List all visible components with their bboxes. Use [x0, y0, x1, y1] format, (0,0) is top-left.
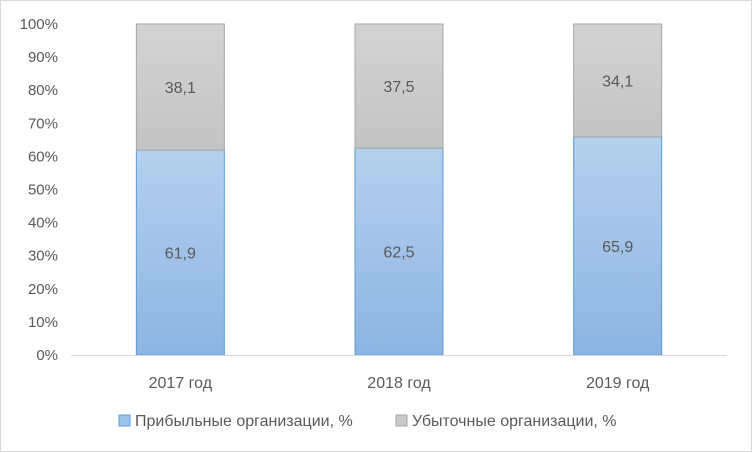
legend-swatch [395, 414, 408, 427]
x-category-label: 2019 год [586, 375, 650, 392]
y-tick-label: 20% [28, 281, 58, 298]
bar-segment-profitable [135, 149, 225, 356]
data-label: 65,9 [602, 239, 633, 256]
legend-swatch [118, 414, 131, 427]
y-tick-label: 50% [28, 182, 58, 199]
x-category-label: 2018 год [367, 375, 431, 392]
y-tick-label: 80% [28, 82, 58, 99]
legend-label: Прибыльные организации, % [135, 413, 353, 430]
bar-segment-unprofitable [354, 23, 444, 149]
y-axis: 0% 10% 20% 30% 40% 50% 60% 70% 80% 90% 100% [20, 16, 58, 364]
y-tick-label: 0% [36, 347, 58, 364]
bar-segment-profitable [573, 136, 663, 356]
data-label: 37,5 [383, 79, 414, 96]
x-category-label: 2017 год [149, 375, 213, 392]
y-tick-label: 60% [28, 148, 58, 165]
legend-label: Убыточные организации, % [412, 413, 617, 430]
data-label: 62,5 [383, 245, 414, 262]
y-tick-label: 30% [28, 248, 58, 265]
y-tick-label: 10% [28, 314, 58, 331]
bar-segment-unprofitable [135, 23, 225, 151]
y-tick-label: 70% [28, 115, 58, 132]
data-label: 38,1 [165, 80, 196, 97]
bars: 61,9 38,1 62,5 37,5 65,9 34,1 [135, 23, 663, 356]
legend: Прибыльные организации, % Убыточные орган… [118, 413, 617, 430]
y-tick-label: 40% [28, 215, 58, 232]
y-tick-label: 90% [28, 49, 58, 66]
data-label: 61,9 [165, 246, 196, 263]
y-tick-label: 100% [20, 16, 58, 33]
bar-segment-unprofitable [573, 23, 663, 138]
data-label: 34,1 [602, 73, 633, 90]
x-axis: 2017 год 2018 год 2019 год [71, 355, 727, 392]
